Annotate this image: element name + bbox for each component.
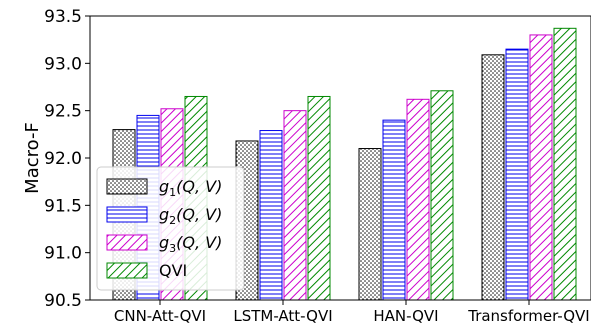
y-tick-label: 90.5	[44, 291, 82, 311]
legend-label-base: g	[159, 233, 169, 252]
plot-frame	[89, 15, 591, 301]
legend-label: g1(Q, V)	[159, 177, 222, 199]
legend-label-base: g	[159, 177, 169, 196]
y-tick-label: 92.5	[44, 102, 82, 122]
bar	[430, 90, 454, 301]
bar	[553, 27, 577, 301]
legend-label: g3(Q, V)	[159, 233, 222, 255]
legend-swatch	[106, 178, 148, 195]
legend-swatch	[106, 262, 148, 279]
x-tick-label: HAN-QVI	[373, 307, 438, 325]
legend-label-args: (Q, V)	[176, 205, 222, 224]
legend-label-args: (Q, V)	[176, 177, 222, 196]
y-axis-title: Macro-F	[22, 122, 43, 194]
bar	[307, 95, 331, 301]
x-tick-label: LSTM-Att-QVI	[233, 307, 332, 325]
bar	[505, 48, 529, 301]
legend-frame	[96, 166, 245, 291]
y-tick-label: 92.0	[44, 149, 82, 169]
legend-label-args: (Q, V)	[176, 233, 222, 252]
bar	[481, 54, 505, 301]
legend: g1(Q, V)g2(Q, V)g3(Q, V)QVI	[96, 166, 245, 291]
x-tick-label: Transformer-QVI	[467, 307, 590, 325]
y-tick-label: 93.0	[44, 54, 82, 74]
legend-swatch	[106, 234, 148, 251]
legend-label: g2(Q, V)	[159, 205, 222, 227]
bar	[259, 130, 283, 301]
legend-label-subscript: 2	[169, 214, 176, 227]
legend-label: QVI	[159, 261, 187, 280]
legend-label-subscript: 3	[169, 242, 176, 255]
bar	[529, 34, 553, 301]
y-tick-label: 91.5	[44, 196, 82, 216]
y-tick-label: 91.0	[44, 244, 82, 264]
bar	[283, 110, 307, 301]
bar	[406, 98, 430, 301]
y-tick-label: 93.5	[44, 7, 82, 27]
legend-swatch	[106, 206, 148, 223]
x-axis: CNN-Att-QVI LSTM-Att-QVI HAN-QVI Transforme…	[114, 300, 590, 325]
y-axis: 90.5 91.0 91.5 92.0 92.5 93.0 93.5	[44, 7, 90, 311]
legend-label-subscript: 1	[169, 186, 176, 199]
legend-label-base: g	[159, 205, 169, 224]
x-tick-label: CNN-Att-QVI	[114, 307, 206, 325]
bar	[358, 148, 382, 301]
bar	[382, 119, 406, 301]
